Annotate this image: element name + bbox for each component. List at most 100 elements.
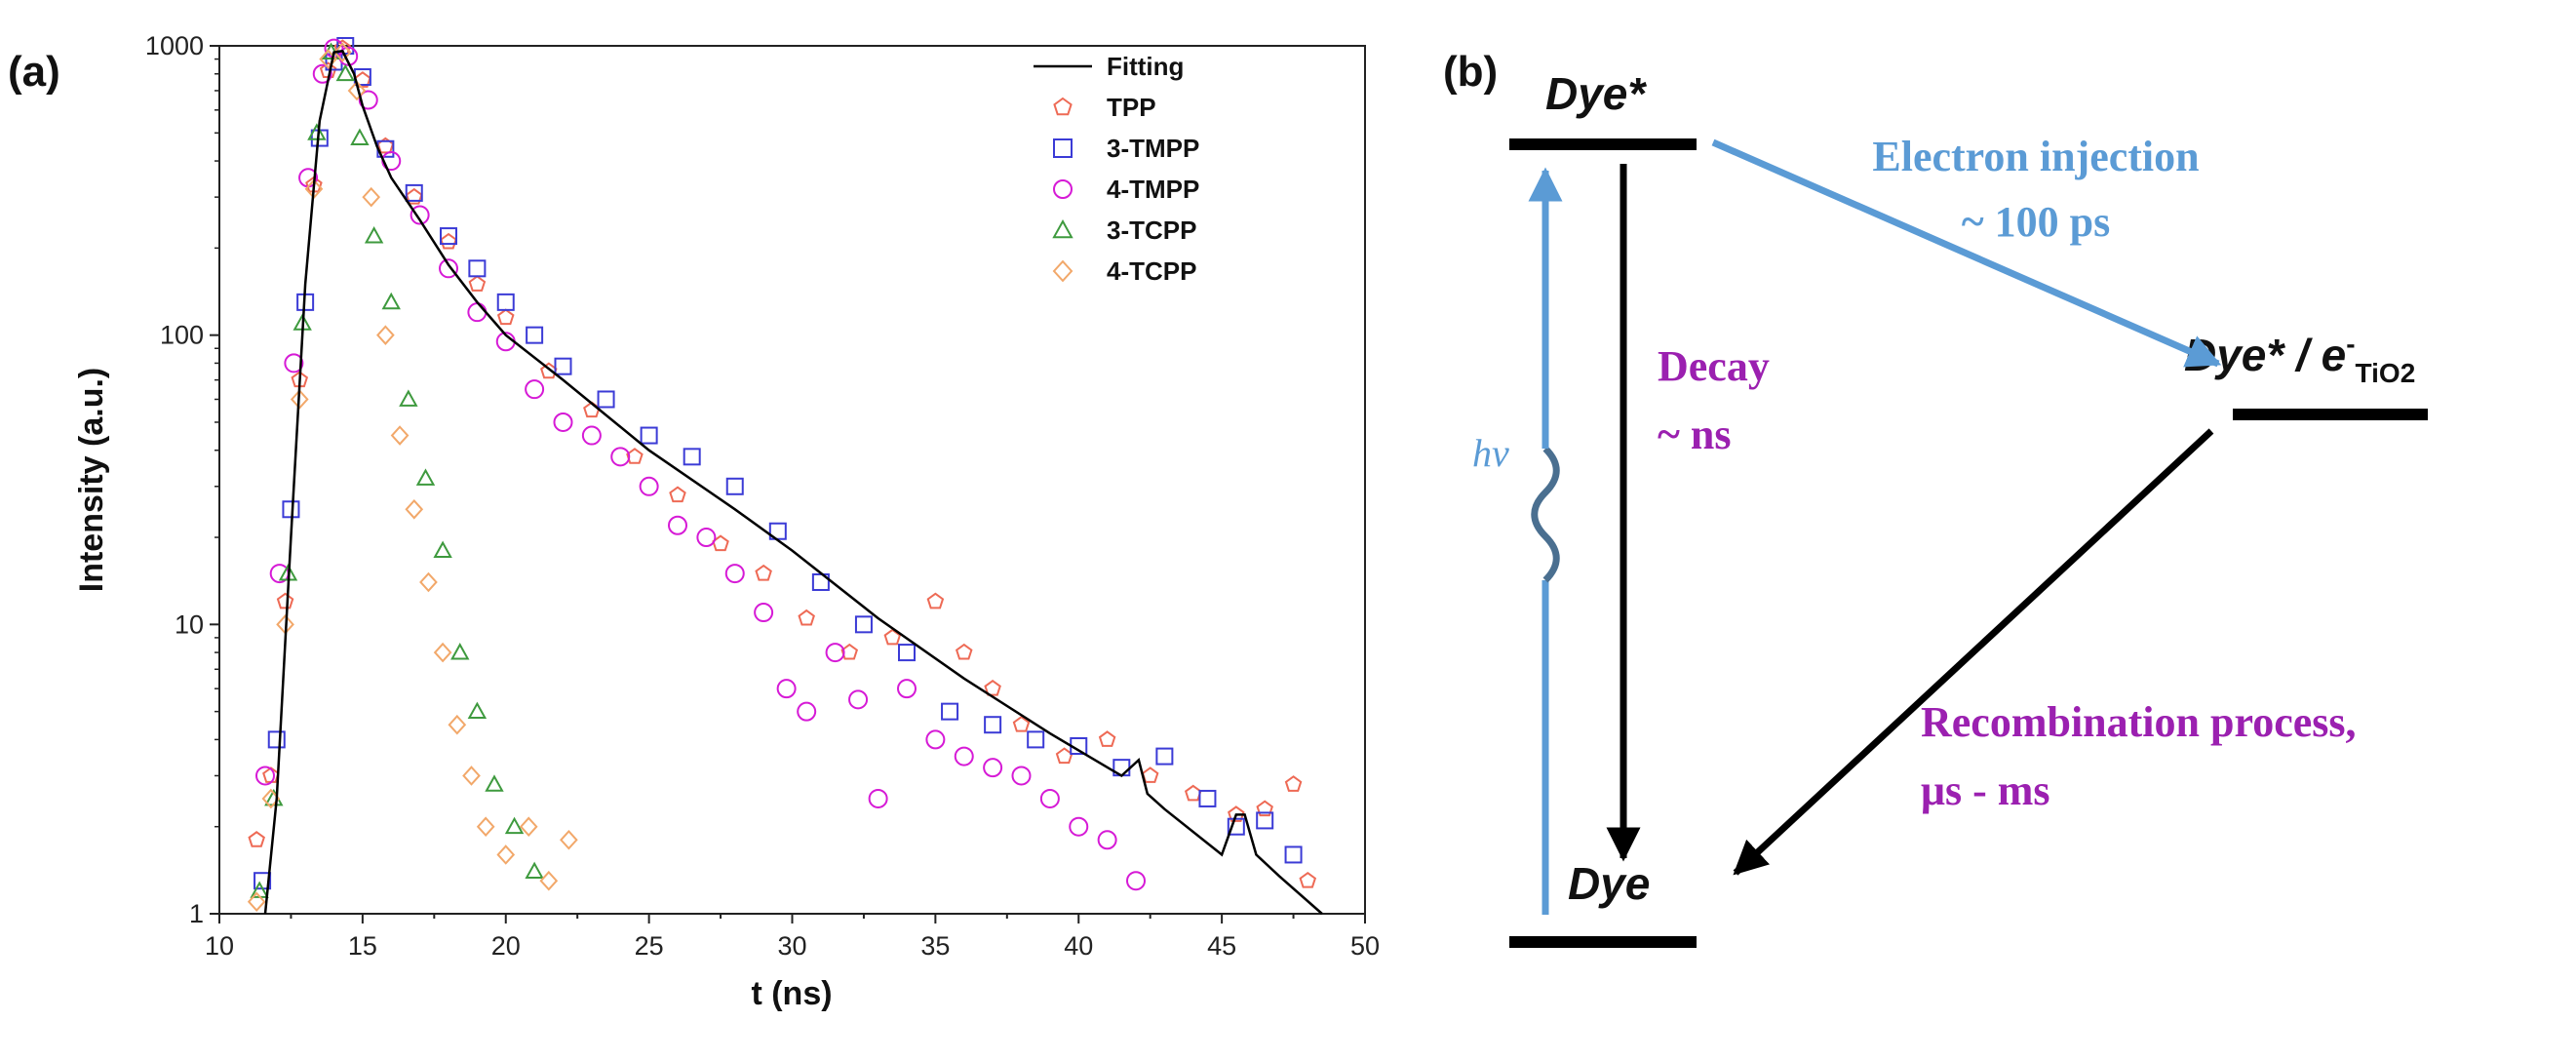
data-point: [390, 425, 410, 446]
data-point: [467, 701, 488, 720]
data-point: [1198, 789, 1217, 807]
data-point: [335, 63, 355, 82]
data-point: [440, 232, 457, 250]
data-point: [405, 498, 424, 520]
data-point: [724, 564, 745, 584]
data-point: [496, 308, 515, 326]
series-fitting: [263, 49, 1323, 915]
y-tick-label: 1000: [145, 31, 204, 60]
data-point: [312, 63, 332, 84]
x-tick-label: 10: [205, 931, 234, 961]
y-axis-label: Intensity (a.u.): [73, 368, 110, 592]
data-point: [526, 326, 544, 344]
data-point: [797, 701, 817, 722]
data-point: [925, 729, 946, 750]
legend-swatch-triangle: [1052, 218, 1073, 239]
injection-label-line2: ~ 100 ps: [1962, 198, 2110, 246]
y-tick-labels: 1 10 100 1000: [145, 31, 204, 928]
data-point: [448, 714, 467, 735]
data-point: [399, 389, 418, 407]
data-point: [854, 615, 873, 634]
data-point: [381, 292, 401, 310]
x-tick-label: 35: [920, 931, 950, 961]
data-point: [898, 644, 916, 662]
x-axis-label: t (ns): [751, 975, 832, 1012]
data-point: [450, 643, 470, 660]
data-point: [255, 766, 275, 786]
data-point: [282, 500, 300, 519]
fitting-line: [263, 49, 1323, 915]
data-point: [267, 730, 286, 749]
recombination-label-line1: Recombination process,: [1921, 698, 2357, 746]
data-point: [462, 766, 481, 786]
data-point: [597, 390, 615, 409]
data-point: [554, 357, 572, 375]
x-tick-label: 20: [491, 931, 521, 961]
data-point: [410, 205, 430, 225]
data-point: [336, 37, 355, 55]
data-point: [1227, 817, 1245, 836]
y-tick-label: 1: [189, 899, 204, 928]
data-point: [1126, 871, 1146, 891]
data-point: [668, 515, 687, 535]
data-point: [290, 389, 309, 410]
data-point: [468, 275, 487, 292]
photon-wave-icon: [1531, 446, 1560, 583]
data-point: [376, 325, 395, 345]
injected-level-main: Dye* / e: [2184, 330, 2346, 380]
data-point: [868, 788, 888, 808]
data-point: [639, 476, 659, 496]
data-point: [1012, 715, 1031, 732]
injected-level-sub: TiO2: [2356, 358, 2416, 388]
data-point: [504, 816, 525, 835]
data-point: [419, 571, 438, 593]
data-point: [1011, 766, 1032, 786]
data-point: [983, 758, 1003, 778]
legend-swatch-pentagon: [1053, 97, 1073, 116]
data-point: [467, 302, 488, 323]
data-point: [247, 891, 266, 913]
data-point: [776, 679, 797, 699]
series-4-tcpp: [247, 42, 578, 913]
data-point: [440, 227, 457, 246]
legend-label: 4-TCPP: [1107, 256, 1196, 286]
data-point: [1256, 811, 1274, 830]
data-point: [897, 679, 917, 699]
series-3-tmpp: [254, 37, 1303, 890]
series-tpp: [248, 39, 1317, 888]
legend-label: 3-TMPP: [1107, 134, 1199, 163]
data-point: [1155, 747, 1174, 766]
data-point: [581, 425, 602, 446]
data-point: [539, 870, 559, 891]
data-point: [669, 486, 686, 503]
x-tick-label: 15: [348, 931, 377, 961]
x-tick-label: 45: [1207, 931, 1236, 961]
data-point: [941, 702, 959, 721]
legend: Fitting TPP 3-TMPP 4-TMPP 3-TCPP 4-TCPP: [1034, 52, 1199, 286]
legend-label: Fitting: [1107, 52, 1184, 81]
legend-label: TPP: [1107, 93, 1156, 122]
data-point: [519, 816, 538, 837]
legend-swatch-circle: [1053, 179, 1073, 199]
data-point: [433, 540, 452, 559]
legend-label: 4-TMPP: [1107, 175, 1199, 204]
legend-swatch-diamond: [1052, 259, 1073, 283]
data-point: [405, 187, 423, 205]
data-point: [405, 183, 423, 202]
data-point: [485, 774, 504, 792]
data-point: [364, 226, 384, 244]
data-point: [358, 90, 378, 110]
data-point: [276, 592, 294, 609]
data-point: [496, 293, 515, 311]
data-point: [525, 861, 544, 880]
injection-arrow: [1711, 138, 2222, 368]
recombination-arrow: [1733, 428, 2214, 876]
recombination-label-line2: μs - ms: [1921, 766, 2050, 814]
x-tick-label: 25: [635, 931, 664, 961]
data-point: [284, 353, 304, 373]
data-point: [825, 643, 845, 663]
data-point: [347, 80, 367, 101]
data-point: [415, 468, 436, 486]
data-point: [725, 477, 744, 495]
